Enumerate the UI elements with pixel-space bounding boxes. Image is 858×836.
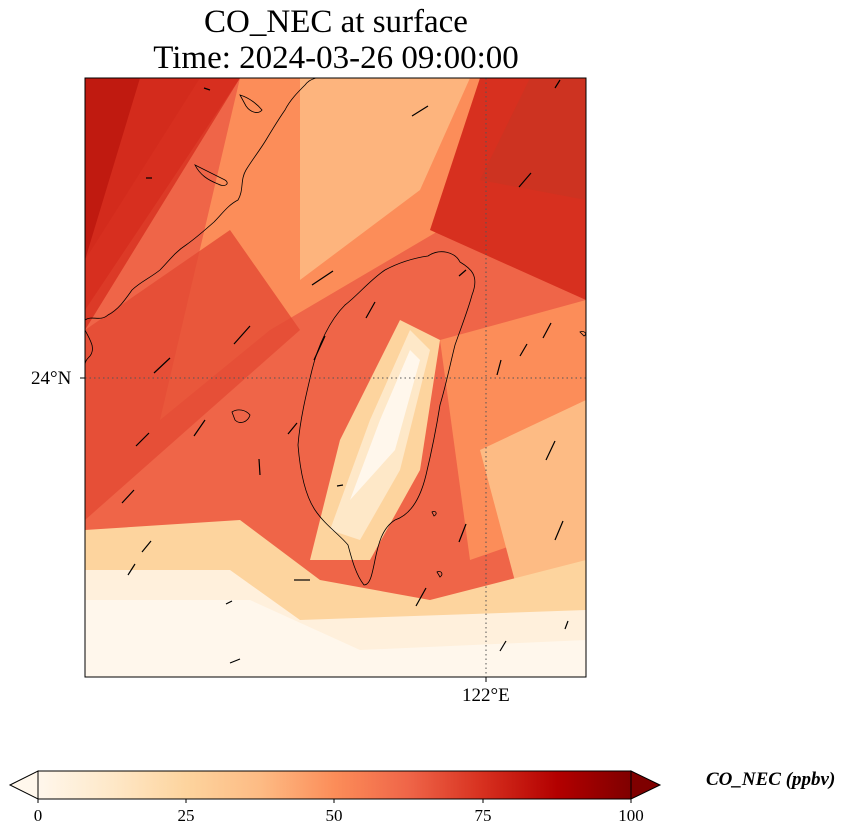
colorbar-tick-0: 0 (33, 806, 43, 825)
latitude-tick-label: 24°N (31, 368, 72, 389)
colorbar-tick-100: 100 (618, 806, 644, 825)
colorbar-tick-75: 75 (474, 806, 492, 825)
concentration-field (85, 78, 586, 677)
longitude-tick-label: 122°E (462, 685, 510, 706)
colorbar-label: CO_NEC (ppbv) (706, 769, 836, 790)
colorbar-gradient (37, 770, 632, 800)
colorbar-tick-25: 25 (177, 806, 195, 825)
map-plot (80, 77, 587, 682)
wind-vectors (121, 79, 569, 664)
coastline-mainland (84, 77, 317, 321)
map-title-line2: Time: 2024-03-26 09:00:00 (153, 40, 519, 76)
colorbar-tick-50: 50 (325, 806, 343, 825)
map-title-line1: CO_NEC at surface (204, 4, 468, 40)
colorbar (8, 770, 662, 803)
colorbar-extend-high (630, 770, 662, 800)
colorbar-extend-low (8, 770, 39, 800)
coastline-taiwan (297, 251, 476, 586)
